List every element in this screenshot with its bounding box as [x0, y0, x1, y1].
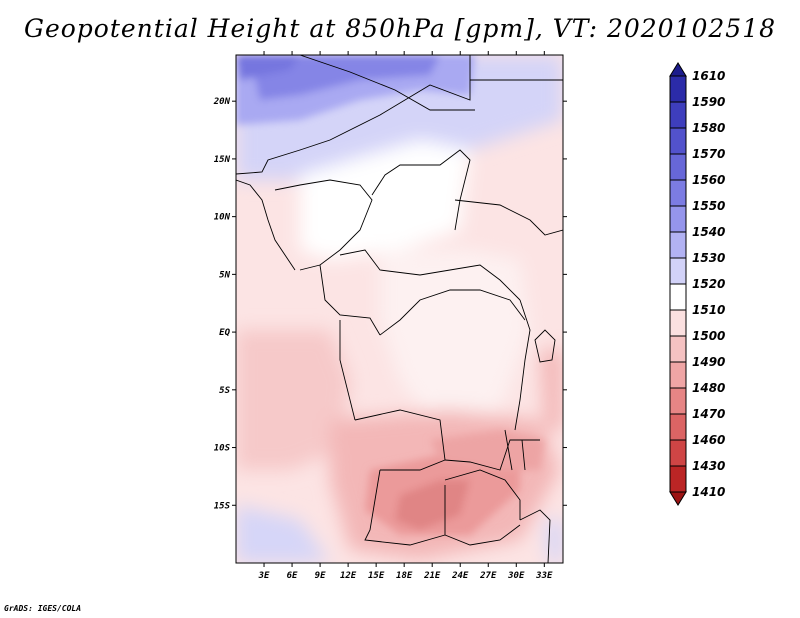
border-botswana — [444, 485, 521, 546]
colorbar-segment — [669, 439, 687, 467]
lat-tick-label: 5S — [219, 386, 230, 396]
border-zambia — [444, 439, 540, 471]
colorbar-label: 1580 — [692, 121, 725, 135]
latitude-axis: 20N 15N 10N 5N EQ 5S 10S 15S — [213, 97, 567, 511]
border-sahara — [236, 55, 471, 175]
colorbar-segment — [669, 413, 687, 441]
colorbar-label: 1610 — [692, 69, 725, 83]
colorbar-segment — [669, 257, 687, 285]
border-west-africa — [236, 179, 296, 271]
colorbar-label: 1490 — [692, 355, 725, 369]
colorbar-label: 1590 — [692, 95, 725, 109]
lon-tick-label: 18E — [396, 571, 413, 581]
colorbar-label: 1470 — [692, 407, 725, 421]
lat-tick-label: 20N — [213, 97, 231, 107]
colorbar: 1610 1590 1580 1570 1560 1550 1540 1530 1520 1510… — [669, 62, 725, 506]
colorbar-segment — [669, 283, 687, 311]
colorbar-bottom-arrow — [669, 491, 687, 506]
lon-tick-label: 12E — [340, 571, 357, 581]
colorbar-segment — [669, 127, 687, 155]
colorbar-segment — [669, 387, 687, 415]
border-car — [339, 249, 521, 301]
colorbar-segment — [669, 465, 687, 493]
colorbar-label: 1430 — [692, 459, 725, 473]
colorbar-label: 1520 — [692, 277, 725, 291]
colorbar-label: 1530 — [692, 251, 725, 265]
colorbar-label: 1570 — [692, 147, 725, 161]
border-north — [299, 55, 475, 111]
border-namibia — [364, 469, 446, 546]
border-mozambique — [519, 509, 551, 563]
colorbar-label: 1540 — [692, 225, 725, 239]
lon-tick-label: 33E — [535, 571, 553, 581]
border-zimbabwe — [444, 469, 521, 520]
border-chad — [371, 149, 471, 231]
border-cameroon — [319, 264, 381, 336]
colorbar-segment — [669, 101, 687, 129]
colorbar-segment — [669, 335, 687, 363]
lon-tick-label: 21E — [423, 571, 441, 581]
border-sudan — [454, 199, 563, 236]
lat-tick-label: 15N — [214, 155, 231, 165]
border-congo — [379, 289, 526, 336]
border-drc-east — [514, 299, 531, 431]
map-title: Geopotential Height at 850hPa [gpm], VT:… — [23, 14, 777, 43]
lon-tick-label: 3E — [258, 571, 270, 581]
lon-tick-label: 30E — [507, 571, 525, 581]
lon-tick-label: 15E — [368, 571, 385, 581]
lon-tick-label: 9E — [315, 571, 326, 581]
colorbar-segment — [669, 361, 687, 389]
border-angola — [354, 409, 446, 471]
border-nigeria — [274, 179, 373, 271]
lat-tick-label: EQ — [219, 328, 230, 338]
country-borders — [236, 55, 563, 563]
lat-tick-label: 10S — [214, 444, 231, 454]
credit-label: GrADS: IGES/COLA — [4, 604, 82, 613]
colorbar-segment — [669, 153, 687, 181]
lon-tick-label: 27E — [479, 571, 497, 581]
lat-tick-label: 15S — [214, 501, 231, 511]
lon-tick-label: 6E — [287, 571, 298, 581]
colorbar-label: 1410 — [692, 485, 725, 499]
colorbar-segment — [669, 205, 687, 233]
lake-victoria — [534, 329, 556, 363]
height-field — [236, 55, 563, 563]
border-gabon — [339, 320, 356, 421]
colorbar-label: 1510 — [692, 303, 725, 317]
colorbar-segment — [669, 75, 687, 103]
lon-tick-label: 24E — [451, 571, 469, 581]
rift-lakes — [504, 429, 526, 471]
colorbar-segment — [669, 179, 687, 207]
map-frame — [235, 54, 564, 564]
lat-tick-label: 10N — [214, 213, 231, 223]
colorbar-label: 1560 — [692, 173, 725, 187]
colorbar-label: 1500 — [692, 329, 725, 343]
colorbar-label: 1460 — [692, 433, 725, 447]
colorbar-top-arrow — [669, 62, 687, 77]
colorbar-segment — [669, 231, 687, 259]
lat-tick-label: 5N — [219, 270, 230, 280]
longitude-axis: 3E 6E 9E 12E 15E 18E 21E 24E 27E 30E 33E — [258, 51, 553, 581]
colorbar-segment — [669, 309, 687, 337]
colorbar-label: 1480 — [692, 381, 725, 395]
colorbar-label: 1550 — [692, 199, 725, 213]
